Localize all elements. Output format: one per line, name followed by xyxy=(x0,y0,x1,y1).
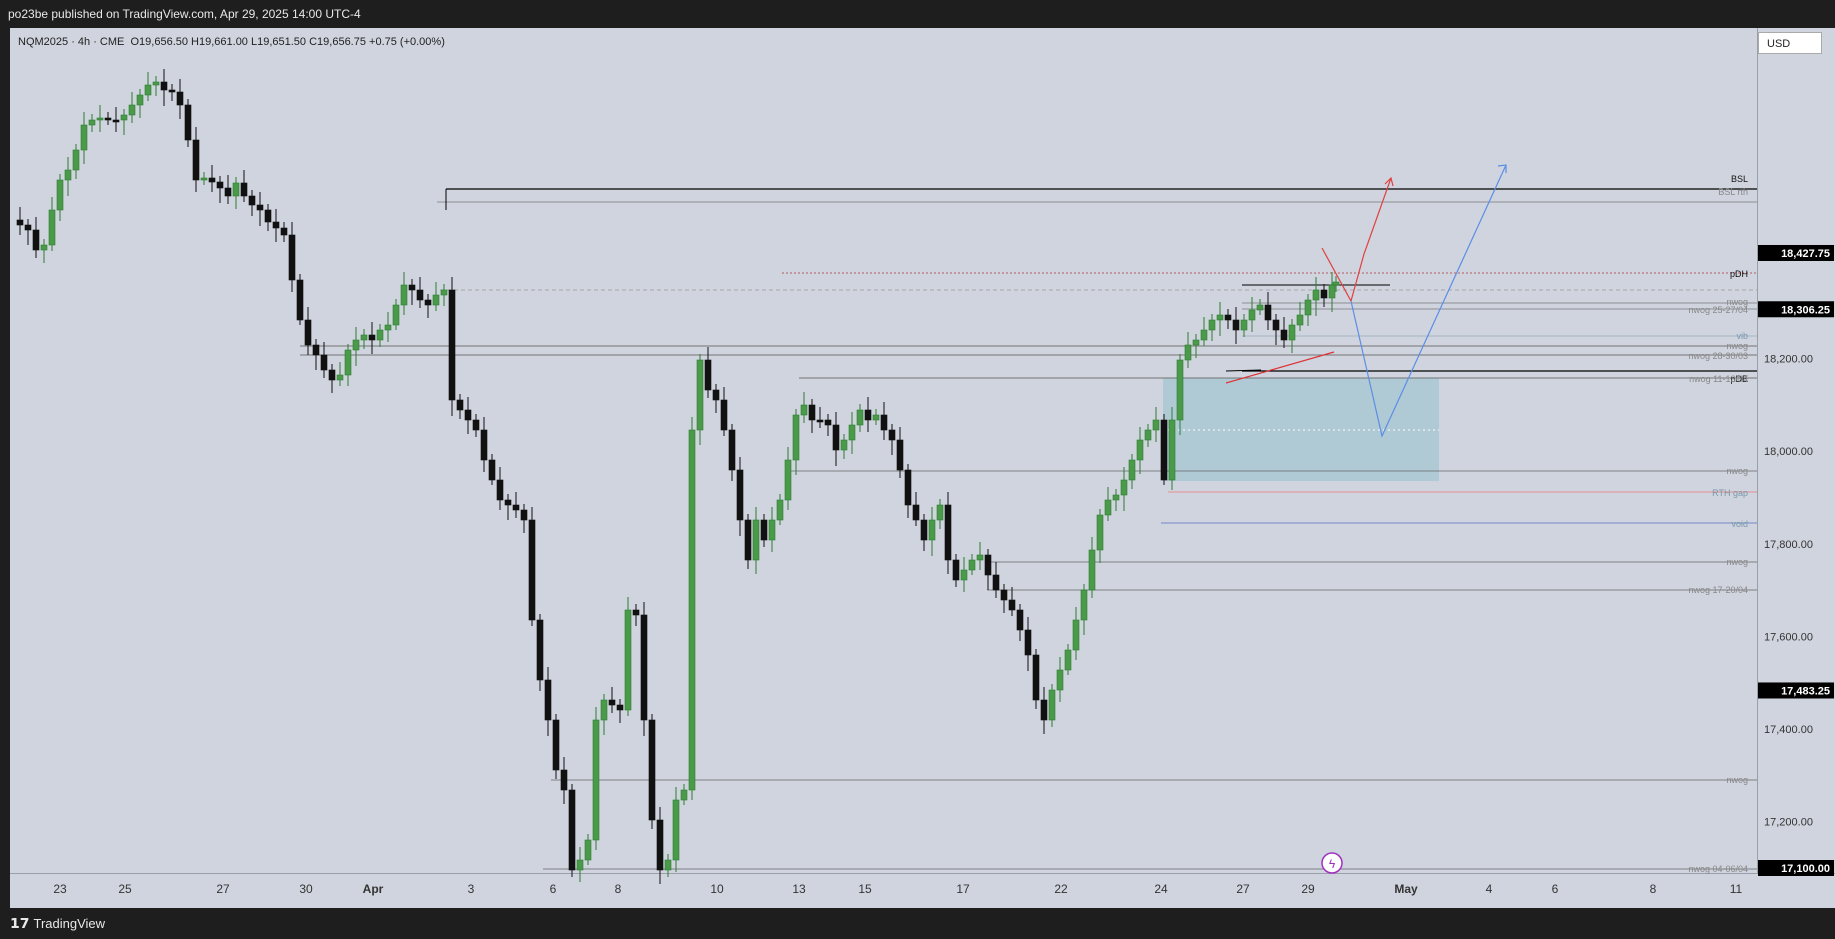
chart-plot-area[interactable] xyxy=(10,28,1757,873)
footer-brand: TradingView xyxy=(33,916,106,931)
price-axis[interactable] xyxy=(1757,28,1835,873)
publisher-bar: po23be published on TradingView.com, Apr… xyxy=(0,0,1835,28)
tradingview-logo-icon: 𝟭𝟳 xyxy=(10,915,30,931)
time-axis[interactable] xyxy=(10,873,1835,909)
symbol-label: NQM2025 · 4h · CME xyxy=(18,36,125,48)
footer-bar: 𝟭𝟳 TradingView xyxy=(0,908,1835,939)
symbol-ohlc-legend: NQM2025 · 4h · CME O19,656.50 H19,661.00… xyxy=(18,36,445,48)
currency-button[interactable]: USD xyxy=(1758,32,1822,54)
ohlc-values: O19,656.50 H19,661.00 L19,651.50 C19,656… xyxy=(130,36,445,48)
